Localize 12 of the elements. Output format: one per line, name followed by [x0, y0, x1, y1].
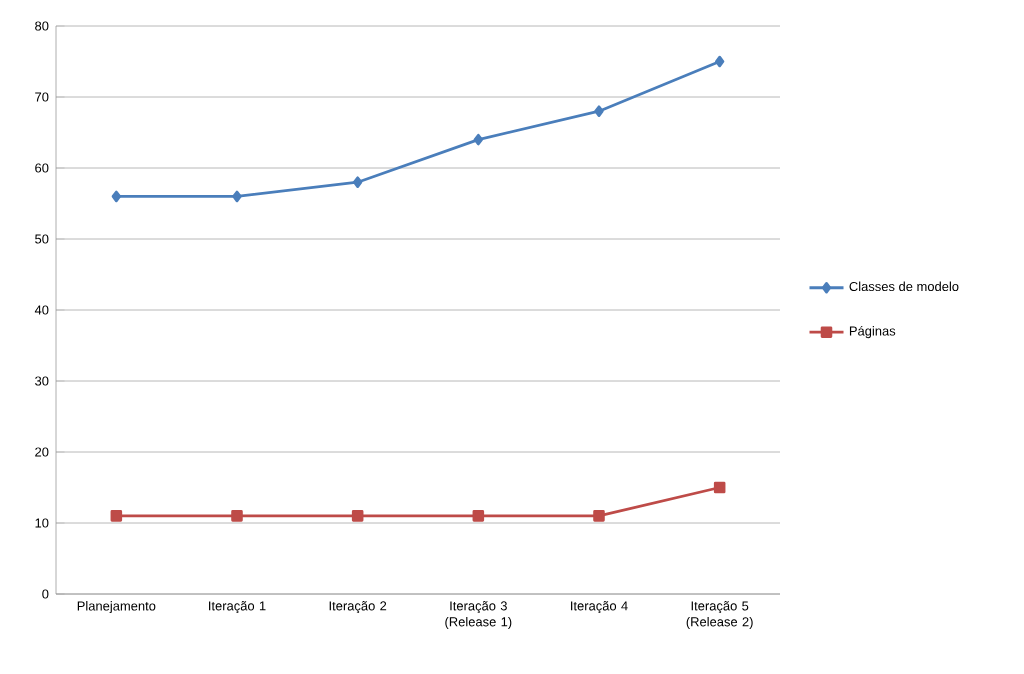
point	[232, 190, 242, 203]
point	[593, 510, 605, 522]
point	[352, 176, 363, 188]
point	[351, 510, 364, 522]
point	[594, 105, 604, 117]
point	[473, 133, 484, 146]
point	[472, 510, 485, 522]
point	[714, 55, 725, 68]
point	[110, 510, 123, 522]
point	[231, 510, 243, 522]
point	[111, 190, 122, 203]
point	[713, 481, 726, 494]
